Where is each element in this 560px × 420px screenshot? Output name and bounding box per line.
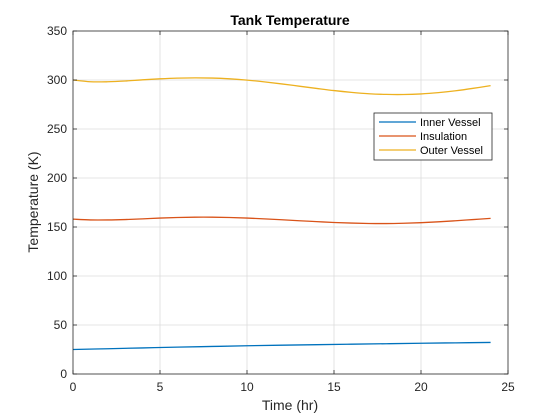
x-tick-label: 5 <box>157 380 164 394</box>
y-axis-ticks: 0 50 100 150 200 250 300 350 <box>47 24 508 381</box>
x-tick-label: 25 <box>501 380 515 394</box>
series-line-insulation <box>72 216 491 225</box>
legend-label: Inner Vessel <box>420 117 481 129</box>
plot-frame <box>72 30 509 375</box>
y-tick-label: 0 <box>60 367 67 381</box>
chart-title: Tank Temperature <box>230 12 350 28</box>
legend: Inner Vessel Insulation Outer Vessel <box>373 112 493 161</box>
y-tick-label: 150 <box>47 220 67 234</box>
plot-area <box>73 31 508 374</box>
x-tick-label: 10 <box>240 380 254 394</box>
legend-label: Outer Vessel <box>420 145 483 157</box>
y-tick-label: 250 <box>47 122 67 136</box>
y-tick-label: 50 <box>54 318 68 332</box>
y-tick-label: 300 <box>47 73 67 87</box>
y-tick-label: 350 <box>47 24 67 38</box>
x-axis-ticks: 0 5 10 15 20 25 <box>70 31 515 394</box>
x-axis-label: Time (hr) <box>262 397 318 413</box>
series-lines <box>72 77 491 351</box>
y-tick-label: 200 <box>47 171 67 185</box>
grid-lines <box>73 31 508 374</box>
series-line-inner-vessel <box>72 341 491 351</box>
y-axis-label: Temperature (K) <box>25 151 41 252</box>
x-tick-label: 15 <box>327 380 341 394</box>
x-tick-label: 0 <box>70 380 77 394</box>
series-line-outer-vessel <box>72 77 491 96</box>
y-tick-label: 100 <box>47 269 67 283</box>
legend-label: Insulation <box>420 131 467 143</box>
x-tick-label: 20 <box>414 380 428 394</box>
